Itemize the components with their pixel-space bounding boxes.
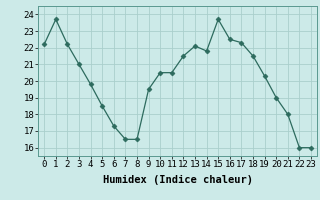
X-axis label: Humidex (Indice chaleur): Humidex (Indice chaleur) <box>103 175 252 185</box>
